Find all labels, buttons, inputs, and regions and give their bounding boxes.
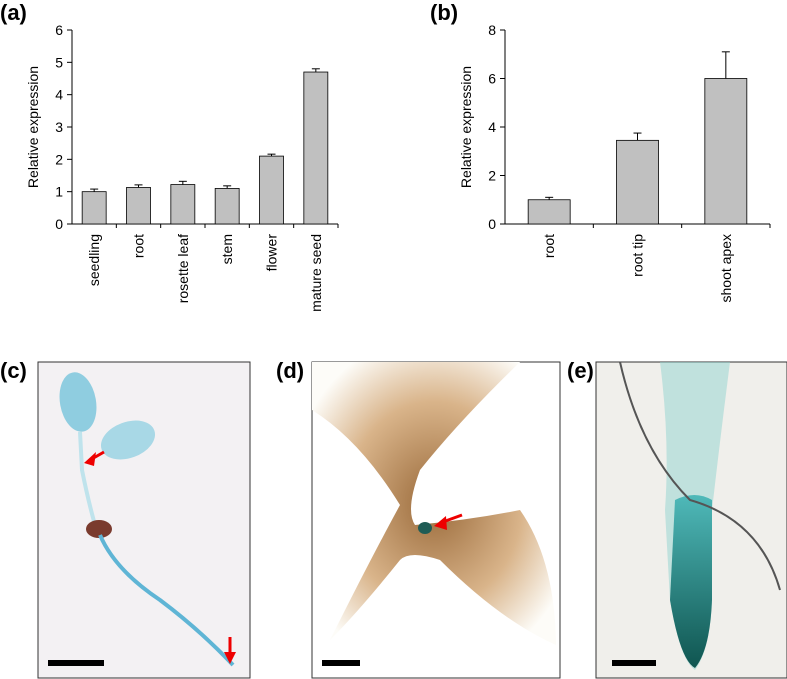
bar	[303, 71, 329, 225]
y-tick-label: 4	[55, 87, 63, 103]
x-tick-label: root tip	[630, 234, 646, 277]
bar	[527, 199, 571, 225]
photo-e	[595, 361, 787, 679]
y-tick-label: 2	[55, 151, 63, 167]
y-tick-label: 8	[488, 22, 496, 38]
x-tick-label: root	[541, 234, 557, 258]
x-tick-label: root	[131, 234, 147, 258]
photo-c	[37, 361, 251, 679]
photo-d	[311, 361, 561, 679]
y-tick-label: 0	[488, 216, 496, 232]
bar	[259, 155, 284, 225]
panel-label: (c)	[0, 358, 27, 383]
panel-label: (d)	[276, 358, 304, 383]
x-tick-label: mature seed	[308, 234, 324, 312]
y-axis-label: Relative expression	[25, 66, 41, 188]
y-tick-label: 5	[55, 54, 63, 70]
panel-label: (b)	[430, 0, 458, 25]
bar	[81, 191, 107, 225]
bar	[214, 188, 240, 225]
bar	[170, 184, 196, 225]
bar	[616, 139, 659, 225]
y-tick-label: 2	[488, 168, 496, 184]
panel-label: (a)	[0, 0, 27, 25]
x-tick-label: rosette leaf	[175, 234, 191, 303]
x-tick-label: seedling	[86, 234, 102, 286]
y-axis-label: Relative expression	[458, 66, 474, 188]
y-tick-label: 1	[55, 184, 63, 200]
x-tick-label: shoot apex	[718, 234, 734, 303]
y-tick-label: 6	[55, 22, 63, 38]
x-tick-label: flower	[264, 234, 280, 272]
y-tick-label: 0	[55, 216, 63, 232]
panel-label: (e)	[567, 358, 594, 383]
bar	[126, 187, 151, 225]
y-tick-label: 6	[488, 71, 496, 87]
bar	[704, 78, 748, 225]
y-tick-label: 3	[55, 119, 63, 135]
x-tick-label: stem	[219, 234, 235, 264]
y-tick-label: 4	[488, 119, 496, 135]
